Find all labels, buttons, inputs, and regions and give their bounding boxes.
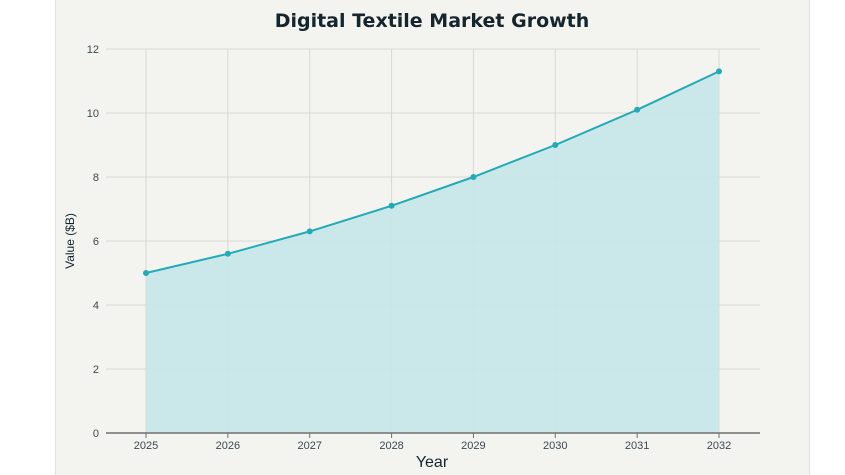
- y-tick-label: 4: [93, 300, 99, 312]
- data-point[interactable]: [388, 202, 395, 209]
- y-tick-label: 10: [87, 108, 99, 120]
- y-tick-label: 12: [87, 44, 99, 56]
- chart-title: Digital Textile Market Growth: [275, 10, 590, 32]
- data-point[interactable]: [470, 174, 477, 180]
- series-line: [145, 70, 720, 274]
- y-tick-label: 8: [93, 172, 99, 184]
- data-point[interactable]: [143, 270, 149, 276]
- x-tick-label: 2026: [216, 440, 240, 452]
- y-tick-label: 2: [93, 364, 99, 376]
- data-point[interactable]: [552, 142, 559, 148]
- x-tick-label: 2028: [379, 440, 403, 452]
- area-fill: [146, 71, 719, 434]
- y-tick-labels: 0 2 4 6 8 10 12: [87, 44, 99, 440]
- x-tick-labels: 2025 2026 2027 2028 2029 2030 2031 2032: [134, 433, 731, 452]
- data-point[interactable]: [716, 68, 722, 75]
- x-tick-label: 2027: [297, 440, 321, 452]
- y-tick-label: 6: [93, 236, 99, 248]
- data-points: [143, 68, 722, 276]
- data-point[interactable]: [306, 228, 313, 235]
- x-tick-label: 2031: [625, 440, 649, 452]
- data-point[interactable]: [224, 250, 231, 257]
- x-tick-label: 2030: [543, 440, 567, 452]
- x-tick-label: 2029: [461, 440, 485, 452]
- x-axis-label: Year: [416, 454, 449, 471]
- x-tick-label: 2025: [134, 440, 158, 452]
- data-point[interactable]: [634, 106, 641, 113]
- y-axis-label: Value ($B): [63, 213, 77, 269]
- x-tick-label: 2032: [707, 440, 731, 452]
- y-tick-label: 0: [93, 428, 99, 440]
